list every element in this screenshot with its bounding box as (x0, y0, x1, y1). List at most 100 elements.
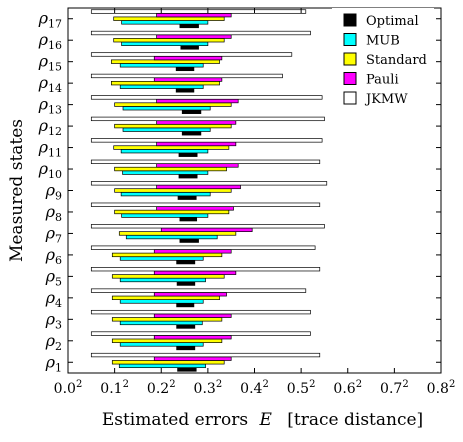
bars-layer (90, 9, 328, 372)
bar-mub-ρ12 (122, 127, 211, 132)
x-tick-label: 0.62 (333, 379, 362, 397)
bar-pauli-ρ16 (156, 34, 232, 39)
x-tick-label: 0.32 (194, 379, 223, 397)
bar-standard-ρ4 (111, 295, 220, 301)
legend-swatch-pauli (343, 72, 357, 85)
bar-jkmw-ρ15 (90, 52, 293, 57)
bar-optimal-ρ14 (175, 88, 195, 93)
legend-swatch-optimal (343, 13, 357, 27)
bar-optimal-ρ15 (175, 66, 195, 72)
bar-optimal-ρ5 (176, 281, 196, 286)
legend-swatch-standard (343, 52, 357, 66)
bar-mub-ρ14 (119, 84, 204, 89)
bar-pauli-ρ8 (156, 206, 234, 211)
y-tick-label: ρ2 (45, 331, 62, 353)
bar-jkmw-ρ16 (90, 30, 311, 36)
bar-mub-ρ1 (118, 363, 206, 369)
x-tick-label: 0.42 (240, 379, 269, 397)
bar-standard-ρ15 (111, 59, 220, 64)
legend-label-standard: Standard (366, 53, 427, 68)
y-tick-label: ρ4 (45, 288, 62, 310)
bar-optimal-ρ10 (178, 174, 198, 179)
bar-pauli-ρ17 (156, 12, 232, 18)
legend-label-pauli: Pauli (366, 73, 399, 88)
x-tick-label: 0.12 (100, 379, 129, 397)
bar-jkmw-ρ10 (90, 159, 321, 164)
bar-mub-ρ7 (125, 234, 218, 240)
bar-mub-ρ8 (121, 213, 209, 218)
bar-jkmw-ρ5 (90, 267, 321, 272)
bar-standard-ρ11 (113, 145, 230, 150)
bar-optimal-ρ1 (177, 367, 197, 372)
y-tick-label: ρ17 (38, 9, 62, 31)
y-tick-label: ρ6 (45, 245, 62, 267)
bar-standard-ρ7 (118, 231, 237, 236)
bar-mub-ρ15 (119, 63, 204, 68)
bar-mub-ρ5 (119, 277, 206, 283)
bar-optimal-ρ7 (179, 238, 199, 243)
x-axis-title: Estimated errors E [trace distance] (102, 410, 423, 430)
bar-optimal-ρ12 (181, 131, 202, 136)
bar-mub-ρ3 (119, 320, 203, 326)
bar-pauli-ρ10 (156, 163, 239, 168)
bar-mub-ρ2 (119, 342, 204, 347)
bar-jkmw-ρ3 (90, 309, 311, 315)
bar-jkmw-ρ11 (90, 138, 323, 143)
bar-pauli-ρ2 (153, 335, 232, 340)
ticks-layer: 0.02 0.12 0.22 0.32 0.42 0.52 0.62 0.72 0.82 ρ1ρ2… (38, 8, 455, 397)
y-tick-label: ρ7 (45, 223, 62, 245)
bar-mub-ρ13 (122, 106, 211, 111)
bar-pauli-ρ5 (153, 270, 237, 275)
bar-standard-ρ14 (111, 80, 220, 86)
legend-label-optimal: Optimal (366, 14, 419, 29)
bar-jkmw-ρ7 (90, 224, 325, 229)
bar-pauli-ρ11 (156, 141, 237, 147)
y-axis-title: Measured states (7, 119, 27, 262)
bar-mub-ρ4 (119, 299, 204, 304)
bar-standard-ρ2 (111, 338, 223, 343)
x-tick-label: 0.72 (380, 379, 409, 397)
x-tick-label: 0.22 (147, 379, 176, 397)
bar-optimal-ρ6 (176, 259, 196, 265)
bar-jkmw-ρ17 (90, 9, 307, 14)
bar-standard-ρ1 (111, 360, 225, 365)
legend-swatch-mub (343, 33, 357, 46)
bar-jkmw-ρ6 (90, 245, 316, 250)
bar-pauli-ρ4 (153, 292, 227, 297)
bar-pauli-ρ7 (160, 227, 253, 232)
y-tick-label: ρ14 (38, 73, 62, 95)
bar-standard-ρ10 (114, 166, 227, 172)
y-tick-label: ρ8 (45, 202, 62, 224)
bar-optimal-ρ3 (176, 324, 196, 329)
bar-standard-ρ3 (111, 317, 223, 322)
bar-optimal-ρ9 (177, 195, 197, 200)
bar-standard-ρ16 (113, 38, 225, 43)
bar-standard-ρ8 (114, 209, 230, 215)
bar-pauli-ρ15 (153, 55, 223, 61)
y-tick-label: ρ15 (38, 52, 62, 74)
y-tick-label: ρ10 (38, 159, 62, 181)
bar-jkmw-ρ2 (90, 331, 311, 336)
bar-jkmw-ρ8 (90, 202, 321, 207)
bar-optimal-ρ17 (179, 23, 199, 29)
bar-jkmw-ρ13 (90, 95, 323, 100)
bar-optimal-ρ16 (180, 45, 199, 50)
bar-optimal-ρ2 (176, 345, 196, 351)
bar-pauli-ρ9 (156, 184, 241, 190)
bar-standard-ρ5 (111, 274, 225, 279)
bar-mub-ρ10 (122, 170, 209, 175)
bar-standard-ρ12 (114, 123, 232, 129)
bar-standard-ρ17 (113, 16, 225, 21)
bar-jkmw-ρ4 (90, 288, 307, 293)
bar-pauli-ρ13 (156, 98, 239, 104)
bar-standard-ρ6 (111, 252, 223, 258)
bar-optimal-ρ4 (176, 302, 195, 308)
bar-pauli-ρ6 (153, 249, 232, 254)
y-tick-label: ρ16 (38, 30, 62, 52)
legend-label-mub: MUB (366, 34, 400, 49)
x-tick-label: 0.02 (54, 379, 83, 397)
legend: Optimal MUB Standard Pauli JKMW (332, 8, 434, 110)
legend-label-jkmw: JKMW (364, 92, 408, 107)
